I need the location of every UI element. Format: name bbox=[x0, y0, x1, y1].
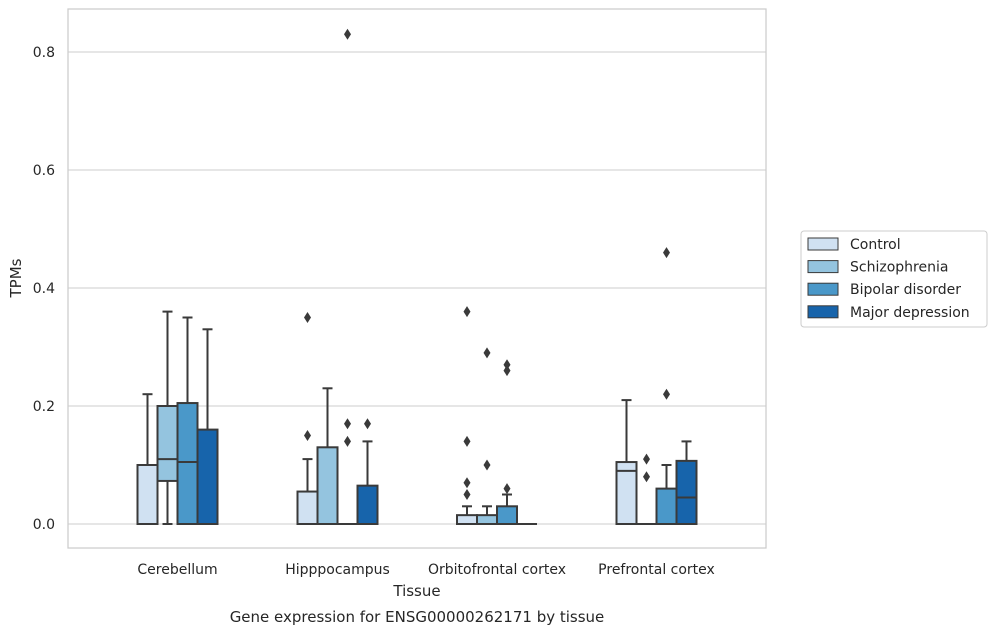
plot-frame bbox=[67, 8, 767, 549]
legend-label: Control bbox=[850, 237, 901, 253]
x-tick-labels: Cerebellum Hipppocampus Orbitofrontal cort… bbox=[137, 562, 714, 578]
box-body bbox=[655, 487, 678, 526]
outlier-point bbox=[344, 28, 351, 40]
y-tick-label: 0.8 bbox=[33, 45, 55, 61]
box-0-1 bbox=[156, 310, 179, 525]
outlier-point bbox=[344, 435, 351, 447]
box-1-1 bbox=[316, 387, 339, 525]
legend-swatch bbox=[807, 305, 839, 319]
outlier-point bbox=[663, 388, 670, 400]
box-body bbox=[456, 514, 478, 526]
legend: Control Schizophrenia Bipolar disorder Majo… bbox=[800, 230, 988, 328]
box-body bbox=[176, 402, 199, 525]
outlier-point bbox=[304, 430, 311, 441]
y-tick-label: 0.6 bbox=[33, 163, 55, 179]
y-tick-label: 0.2 bbox=[33, 399, 55, 415]
box-3-0 bbox=[615, 399, 638, 525]
x-tick-label: Orbitofrontal cortex bbox=[428, 562, 566, 578]
box-2-1 bbox=[476, 347, 498, 526]
y-tick-label: 0.0 bbox=[33, 517, 55, 533]
box-body bbox=[496, 505, 518, 525]
y-tick-label: 0.4 bbox=[33, 281, 55, 297]
x-tick-label: Prefrontal cortex bbox=[598, 562, 715, 578]
box-1-0 bbox=[296, 312, 319, 525]
box-body bbox=[156, 405, 179, 482]
box-1-2 bbox=[337, 28, 358, 525]
legend-swatch bbox=[807, 237, 839, 251]
box-groups bbox=[136, 28, 698, 526]
box-body bbox=[476, 514, 498, 526]
outlier-point bbox=[663, 247, 670, 259]
x-axis-label: Tissue bbox=[392, 582, 440, 600]
x-tick-label: Cerebellum bbox=[137, 562, 217, 578]
legend-frame bbox=[800, 230, 988, 328]
chart-caption: Gene expression for ENSG00000262171 by t… bbox=[230, 608, 605, 626]
legend-swatch bbox=[807, 260, 839, 274]
outlier-point bbox=[483, 459, 491, 471]
box-body bbox=[296, 490, 319, 525]
outlier-point bbox=[483, 347, 491, 359]
box-0-0 bbox=[136, 393, 159, 525]
outlier-point bbox=[643, 453, 650, 465]
x-tick-label: Hipppocampus bbox=[285, 562, 390, 578]
legend-label: Major depression bbox=[850, 305, 970, 321]
box-body bbox=[136, 464, 159, 525]
box-1-3 bbox=[356, 418, 379, 525]
box-2-0 bbox=[456, 306, 478, 526]
box-2-2 bbox=[496, 359, 518, 525]
box-3-3 bbox=[675, 440, 698, 525]
outlier-point bbox=[344, 418, 351, 430]
box-body bbox=[316, 446, 339, 525]
y-tick-labels: 0.0 0.2 0.4 0.6 0.8 bbox=[33, 45, 55, 533]
outlier-point bbox=[463, 477, 471, 489]
outlier-point bbox=[643, 471, 650, 483]
legend-swatch bbox=[807, 282, 839, 296]
legend-label: Bipolar disorder bbox=[850, 282, 961, 298]
outlier-point bbox=[463, 489, 471, 500]
outlier-point bbox=[304, 312, 311, 323]
outlier-point bbox=[364, 418, 371, 430]
outlier-point bbox=[503, 483, 511, 495]
box-3-1 bbox=[636, 453, 657, 525]
box-body bbox=[675, 459, 698, 525]
outlier-point bbox=[463, 435, 471, 447]
outlier-point bbox=[503, 359, 511, 371]
box-body bbox=[615, 461, 638, 525]
y-axis-label: TPMs bbox=[7, 258, 25, 298]
legend-label: Schizophrenia bbox=[850, 260, 948, 276]
box-0-3 bbox=[196, 328, 219, 526]
box-body bbox=[356, 484, 379, 525]
outlier-point bbox=[463, 306, 471, 318]
box-body bbox=[196, 428, 219, 526]
outlier-point bbox=[503, 365, 511, 377]
